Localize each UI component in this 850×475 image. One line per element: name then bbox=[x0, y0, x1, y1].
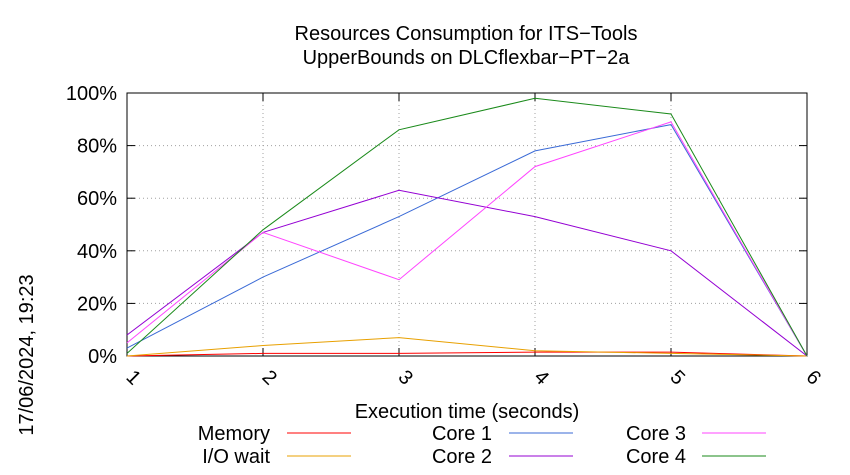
x-tick-labels: 1 2 3 4 5 6 bbox=[122, 366, 825, 389]
legend-label-core-3: Core 3 bbox=[626, 423, 686, 445]
y-tick-label: 0% bbox=[88, 346, 117, 368]
timestamp-label: 17/06/2024, 19:23 bbox=[16, 274, 38, 435]
x-tick-label: 4 bbox=[530, 366, 553, 389]
series-line-memory bbox=[126, 351, 808, 357]
legend-label-core-1: Core 1 bbox=[432, 423, 492, 445]
y-tick-labels: 0% 20% 40% 60% 80% 100% bbox=[66, 83, 117, 368]
x-tick-label: 3 bbox=[394, 366, 417, 389]
legend-label-core-4: Core 4 bbox=[626, 446, 686, 468]
y-tick-label: 40% bbox=[77, 241, 117, 263]
series-line-i-o-wait bbox=[126, 337, 808, 357]
legend-label-core-2: Core 2 bbox=[432, 446, 492, 468]
chart-title-line-2: UpperBounds on DLCflexbar−PT−2a bbox=[303, 47, 631, 69]
series-layer bbox=[126, 97, 808, 357]
series-line-core-2 bbox=[126, 189, 808, 357]
chart-title-line-1: Resources Consumption for ITS−Tools bbox=[295, 23, 638, 45]
y-tick-label: 20% bbox=[77, 293, 117, 315]
legend-label-i-o-wait: I/O wait bbox=[202, 446, 270, 468]
x-tick-label: 1 bbox=[122, 366, 145, 389]
y-tick-label: 100% bbox=[66, 83, 117, 105]
y-tick-label: 80% bbox=[77, 136, 117, 158]
x-axis-label: Execution time (seconds) bbox=[355, 401, 580, 423]
series-line-core-3 bbox=[126, 121, 808, 357]
grid-layer bbox=[126, 92, 808, 357]
x-tick-label: 5 bbox=[666, 366, 689, 389]
x-tick-label: 6 bbox=[802, 366, 825, 389]
x-tick-label: 2 bbox=[258, 366, 281, 389]
series-line-core-1 bbox=[126, 124, 808, 357]
legend-label-memory: Memory bbox=[198, 423, 270, 445]
y-tick-label: 60% bbox=[77, 188, 117, 210]
plot-frame bbox=[126, 92, 808, 357]
series-line-core-4 bbox=[126, 97, 808, 357]
